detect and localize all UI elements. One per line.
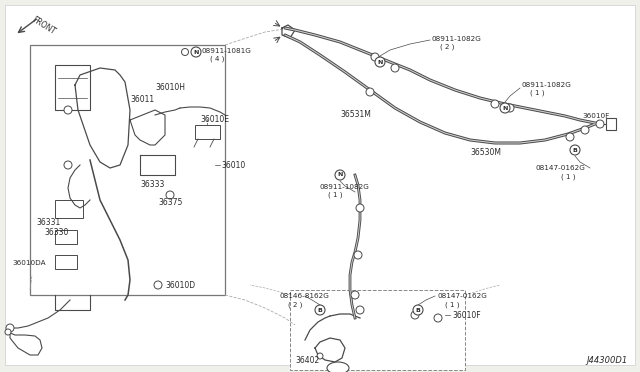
Circle shape xyxy=(6,324,14,332)
Text: N: N xyxy=(502,106,508,110)
Bar xyxy=(55,255,77,269)
Circle shape xyxy=(182,48,189,55)
Circle shape xyxy=(154,281,162,289)
Circle shape xyxy=(315,305,325,315)
Text: 36010DA: 36010DA xyxy=(12,260,45,266)
Text: 36010: 36010 xyxy=(221,161,245,170)
Circle shape xyxy=(166,191,174,199)
Circle shape xyxy=(596,120,604,128)
Text: FRONT: FRONT xyxy=(30,15,57,37)
Circle shape xyxy=(566,133,574,141)
Text: B: B xyxy=(317,308,323,312)
Text: B: B xyxy=(415,308,420,312)
Text: ( 1 ): ( 1 ) xyxy=(530,90,545,96)
Text: 08147-0162G: 08147-0162G xyxy=(535,165,585,171)
Text: 08911-1082G: 08911-1082G xyxy=(522,82,572,88)
Bar xyxy=(290,290,465,370)
Text: 08911-1082G: 08911-1082G xyxy=(432,36,482,42)
Text: 36402: 36402 xyxy=(295,356,319,365)
Circle shape xyxy=(356,306,364,314)
Circle shape xyxy=(371,53,379,61)
Text: 08911-1081G: 08911-1081G xyxy=(202,48,252,54)
Text: B: B xyxy=(573,148,577,153)
FancyBboxPatch shape xyxy=(195,125,220,139)
Text: 36010H: 36010H xyxy=(155,83,185,92)
Circle shape xyxy=(356,204,364,212)
Text: 08147-0162G: 08147-0162G xyxy=(437,293,487,299)
Circle shape xyxy=(411,311,419,319)
Circle shape xyxy=(64,106,72,114)
Bar xyxy=(55,200,83,218)
Bar xyxy=(30,45,225,295)
Text: 08146-8162G: 08146-8162G xyxy=(280,293,330,299)
Circle shape xyxy=(506,104,514,112)
Text: 36531M: 36531M xyxy=(340,110,371,119)
Circle shape xyxy=(351,291,359,299)
Circle shape xyxy=(335,170,345,180)
Text: 36010E: 36010E xyxy=(200,115,229,124)
Circle shape xyxy=(366,88,374,96)
Circle shape xyxy=(317,353,323,359)
Text: 36331: 36331 xyxy=(36,218,60,227)
Text: 36530M: 36530M xyxy=(470,148,501,157)
Text: 36011: 36011 xyxy=(130,95,154,104)
Bar xyxy=(606,118,616,130)
Text: ( 2 ): ( 2 ) xyxy=(440,44,454,51)
Circle shape xyxy=(491,100,499,108)
Text: N: N xyxy=(337,173,342,177)
Circle shape xyxy=(434,314,442,322)
Circle shape xyxy=(581,126,589,134)
Circle shape xyxy=(570,145,580,155)
Circle shape xyxy=(191,47,201,57)
Text: 36375: 36375 xyxy=(158,198,182,207)
Text: ( 4 ): ( 4 ) xyxy=(210,56,225,62)
Text: ( 1 ): ( 1 ) xyxy=(328,192,342,199)
Bar xyxy=(55,65,90,110)
Text: ( 1 ): ( 1 ) xyxy=(445,301,460,308)
Text: J44300D1: J44300D1 xyxy=(587,356,628,365)
Text: N: N xyxy=(193,49,198,55)
Text: 36010F: 36010F xyxy=(582,113,610,119)
Text: 36333: 36333 xyxy=(140,180,164,189)
Text: ( 2 ): ( 2 ) xyxy=(288,301,302,308)
FancyBboxPatch shape xyxy=(5,5,635,365)
Text: N: N xyxy=(378,60,383,64)
Circle shape xyxy=(500,103,510,113)
Circle shape xyxy=(64,161,72,169)
Text: ( 1 ): ( 1 ) xyxy=(561,174,575,180)
Bar xyxy=(55,230,77,244)
Text: 36010D: 36010D xyxy=(165,281,195,290)
Circle shape xyxy=(375,57,385,67)
Circle shape xyxy=(354,251,362,259)
Text: 08911-1082G: 08911-1082G xyxy=(320,184,370,190)
Circle shape xyxy=(413,305,423,315)
Text: 36010F: 36010F xyxy=(452,311,481,320)
Text: 36330: 36330 xyxy=(44,228,68,237)
Ellipse shape xyxy=(327,362,349,372)
Circle shape xyxy=(5,329,11,335)
Circle shape xyxy=(391,64,399,72)
